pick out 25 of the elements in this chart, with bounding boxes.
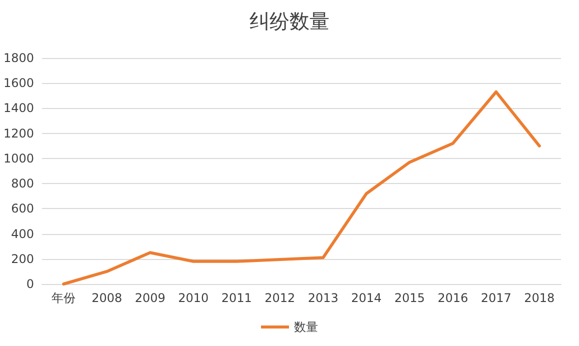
y-tick-label: 1600: [3, 76, 34, 90]
y-tick-label: 1200: [3, 126, 34, 140]
x-tick-label: 2017: [480, 291, 512, 305]
y-tick-label: 1400: [3, 101, 34, 116]
line-series: [62, 90, 541, 286]
chart-title: 纠纷数量: [250, 9, 330, 33]
x-tick-label: 2009: [134, 291, 166, 305]
y-tick-label: 400: [11, 226, 34, 241]
y-tick-label: 800: [11, 176, 34, 191]
y-tick-label: 1800: [3, 51, 34, 65]
x-tick-label: 2018: [524, 291, 555, 305]
x-tick-label: 2015: [394, 291, 425, 305]
x-tick-label: 2011: [221, 291, 252, 305]
y-tick-label: 0: [26, 277, 34, 291]
y-tick-label: 600: [11, 202, 34, 216]
x-tick-label: 2014: [351, 291, 382, 305]
x-tick-label: 2016: [438, 291, 468, 305]
x-tick-label: 年份: [52, 291, 76, 305]
x-tick-label: 2012: [264, 291, 296, 305]
legend-label: 数量: [294, 320, 318, 334]
x-tick-label: 2010: [178, 291, 209, 305]
x-tick-label: 2008: [92, 291, 122, 305]
y-tick-label: 200: [11, 252, 34, 266]
y-tick-label: 1000: [3, 151, 34, 166]
x-tick-label: 2013: [308, 291, 338, 305]
